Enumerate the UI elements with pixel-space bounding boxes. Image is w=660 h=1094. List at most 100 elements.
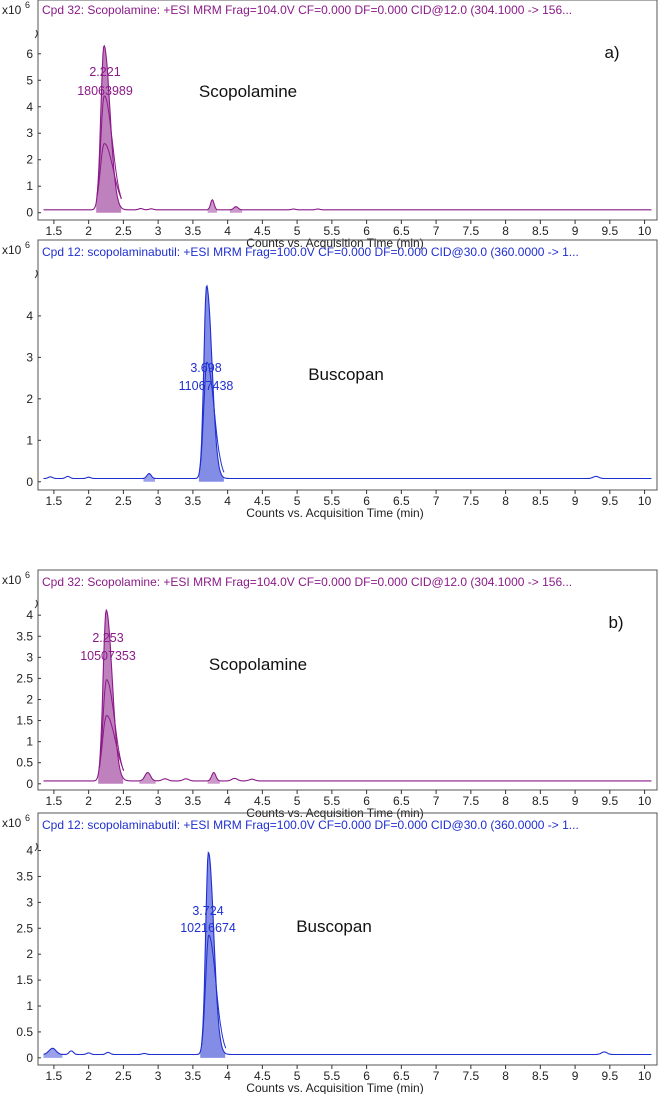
y-tick-label: 0.5 bbox=[16, 1025, 33, 1039]
x-tick-label: 8.5 bbox=[532, 224, 549, 238]
y-tick-label: 3 bbox=[26, 126, 33, 140]
x-tick-label: 4 bbox=[224, 494, 231, 508]
y-tick-label: 1 bbox=[26, 433, 33, 447]
x-tick-label: 10 bbox=[638, 794, 652, 808]
peak-area-label: 11067438 bbox=[179, 379, 234, 393]
x-tick-label: 8 bbox=[502, 1069, 509, 1083]
x-tick-label: 2 bbox=[85, 794, 92, 808]
y-tick-label: 0 bbox=[26, 206, 33, 220]
peak-area-label: 10216674 bbox=[180, 921, 236, 935]
x-tick-label: 1.5 bbox=[46, 794, 63, 808]
chart-panel-4: Cpd 12: scopolaminabutil: +ESI MRM Frag=… bbox=[2, 812, 658, 1094]
y-tick-label: 3.5 bbox=[16, 869, 33, 883]
x-tick-label: 2 bbox=[85, 224, 92, 238]
x-tick-label: 5.5 bbox=[324, 1069, 341, 1083]
x-tick-label: 9.5 bbox=[601, 1069, 618, 1083]
y-exponent: 6 bbox=[25, 240, 30, 250]
plot-frame bbox=[37, 569, 658, 791]
x-tick-label: 1.5 bbox=[46, 224, 63, 238]
y-tick-label: 2 bbox=[26, 692, 33, 706]
y-tick-label: 4 bbox=[26, 100, 33, 114]
x-tick-label: 4 bbox=[224, 1069, 231, 1083]
secondary-trace bbox=[96, 143, 122, 200]
y-exponent: 6 bbox=[25, 0, 30, 10]
x-tick-label: 3.5 bbox=[185, 224, 202, 238]
y-tick-label: 3.5 bbox=[16, 629, 33, 643]
x-tick-label: 8.5 bbox=[532, 794, 549, 808]
chart-title: Cpd 32: Scopolamine: +ESI MRM Frag=104.0… bbox=[42, 3, 572, 17]
x-tick-label: 6.5 bbox=[393, 494, 410, 508]
x-tick-label: 3 bbox=[155, 794, 162, 808]
x-tick-label: 5 bbox=[294, 794, 301, 808]
peak-area-fill bbox=[96, 45, 122, 213]
x-tick-label: 4 bbox=[224, 794, 231, 808]
x-tick-label: 3 bbox=[155, 494, 162, 508]
x-tick-label: 9.5 bbox=[601, 494, 618, 508]
x-tick-label: 6.5 bbox=[393, 1069, 410, 1083]
y-tick-label: 1.5 bbox=[16, 973, 33, 987]
compound-label: Scopolamine bbox=[199, 82, 297, 101]
x-tick-label: 8.5 bbox=[532, 494, 549, 508]
x-tick-label: 2.5 bbox=[115, 794, 132, 808]
x-tick-label: 3 bbox=[155, 224, 162, 238]
x-tick-label: 5.5 bbox=[324, 494, 341, 508]
y-tick-label: 4 bbox=[26, 309, 33, 323]
x-tick-label: 10 bbox=[638, 224, 652, 238]
x-tick-label: 9 bbox=[572, 224, 579, 238]
x-tick-label: 9.5 bbox=[601, 224, 618, 238]
chromatogram-trace bbox=[43, 851, 652, 1056]
x-tick-label: 9 bbox=[572, 494, 579, 508]
secondary-trace bbox=[199, 361, 225, 473]
y-tick-label: 5 bbox=[26, 73, 33, 87]
y-tick-label: 0.5 bbox=[16, 756, 33, 770]
x-tick-label: 8.5 bbox=[532, 1069, 549, 1083]
y-multiplier: x10 bbox=[2, 573, 22, 587]
peak-rt-label: 3.724 bbox=[192, 904, 223, 918]
x-tick-label: 2.5 bbox=[115, 224, 132, 238]
y-tick-label: 4 bbox=[26, 608, 33, 622]
chart-panel-3: Cpd 32: Scopolamine: +ESI MRM Frag=104.0… bbox=[2, 569, 658, 820]
x-tick-label: 2 bbox=[85, 1069, 92, 1083]
plot-frame bbox=[37, 239, 658, 491]
x-tick-label: 6 bbox=[363, 494, 370, 508]
y-tick-label: 0 bbox=[26, 475, 33, 489]
chromatogram-trace bbox=[43, 284, 652, 480]
peak-rt-label: 2.221 bbox=[89, 65, 120, 79]
y-tick-label: 6 bbox=[26, 47, 33, 61]
x-tick-label: 1.5 bbox=[46, 1069, 63, 1083]
minor-peak-fill bbox=[207, 199, 218, 213]
axis-scroll-icon bbox=[34, 842, 38, 852]
x-tick-label: 5 bbox=[294, 224, 301, 238]
secondary-trace bbox=[201, 934, 227, 1049]
x-tick-label: 6 bbox=[363, 224, 370, 238]
peak-area-label: 10507353 bbox=[80, 649, 136, 663]
axis-scroll-icon bbox=[34, 269, 38, 279]
panel-label: b) bbox=[608, 613, 623, 632]
x-tick-label: 7.5 bbox=[463, 794, 480, 808]
x-tick-label: 2.5 bbox=[115, 1069, 132, 1083]
chart-panel-2: Cpd 12: scopolaminabutil: +ESI MRM Frag=… bbox=[2, 239, 658, 520]
chart-title: Cpd 12: scopolaminabutil: +ESI MRM Frag=… bbox=[42, 245, 579, 259]
y-tick-label: 1.5 bbox=[16, 714, 33, 728]
x-tick-label: 5.5 bbox=[324, 794, 341, 808]
x-tick-label: 7.5 bbox=[463, 494, 480, 508]
y-tick-label: 2 bbox=[26, 153, 33, 167]
y-exponent: 6 bbox=[25, 813, 30, 823]
compound-label: Buscopan bbox=[308, 365, 384, 384]
minor-peak-fill bbox=[43, 1048, 63, 1058]
x-tick-label: 9 bbox=[572, 1069, 579, 1083]
x-tick-label: 4.5 bbox=[254, 794, 271, 808]
x-tick-label: 4.5 bbox=[254, 494, 271, 508]
y-tick-label: 2.5 bbox=[16, 671, 33, 685]
y-exponent: 6 bbox=[25, 570, 30, 580]
y-tick-label: 1 bbox=[26, 735, 33, 749]
x-tick-label: 7 bbox=[433, 794, 440, 808]
x-tick-label: 4.5 bbox=[254, 1069, 271, 1083]
x-tick-label: 10 bbox=[638, 494, 652, 508]
x-tick-label: 3.5 bbox=[185, 1069, 202, 1083]
compound-label: Scopolamine bbox=[209, 655, 307, 674]
x-tick-label: 10 bbox=[638, 1069, 652, 1083]
x-tick-label: 4.5 bbox=[254, 224, 271, 238]
minor-peak-fill bbox=[229, 206, 243, 213]
x-tick-label: 9.5 bbox=[601, 794, 618, 808]
